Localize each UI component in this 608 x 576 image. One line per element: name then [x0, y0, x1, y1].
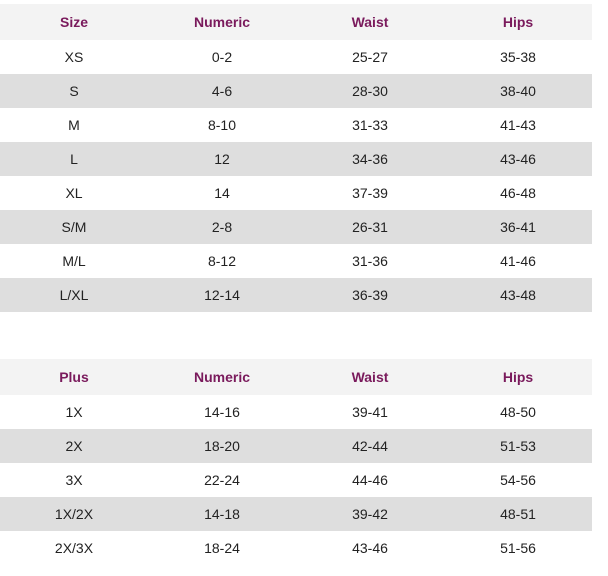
table-cell: L	[70, 151, 78, 167]
table-cell: XL	[65, 185, 83, 201]
table-cell: 2-8	[211, 219, 233, 235]
table-cell: 44-46	[352, 472, 388, 488]
header-row: Size Numeric Waist Hips	[0, 4, 592, 40]
table-cell: 48-50	[500, 404, 536, 420]
table-cell: M/L	[62, 253, 86, 269]
table-cell: 1X/2X	[54, 506, 94, 522]
table-cell: 26-31	[352, 219, 388, 235]
table-cell: 3X	[65, 472, 83, 488]
table-row: L/XL 12-14 36-39 43-48	[0, 278, 592, 312]
size-table: Size Numeric Waist Hips XS 0-2 25-27 35-38 S 4-6 2…	[0, 4, 592, 312]
table-cell: 54-56	[500, 472, 536, 488]
table-cell: 12	[214, 151, 230, 167]
table-cell: 22-24	[204, 472, 240, 488]
table-row: 3X 22-24 44-46 54-56	[0, 463, 592, 497]
table-cell: L/XL	[59, 287, 89, 303]
table-cell: 2X/3X	[54, 540, 94, 556]
table-cell: 18-20	[204, 438, 240, 454]
table-cell: 48-51	[500, 506, 536, 522]
table-row: 1X/2X 14-18 39-42 48-51	[0, 497, 592, 531]
header-cell: Numeric	[193, 369, 251, 385]
header-cell: Hips	[502, 369, 534, 385]
table-row: 2X 18-20 42-44 51-53	[0, 429, 592, 463]
table-row: XS 0-2 25-27 35-38	[0, 40, 592, 74]
table-cell: 36-39	[352, 287, 388, 303]
header-row: Plus Numeric Waist Hips	[0, 359, 592, 395]
table-cell: 31-36	[352, 253, 388, 269]
table-cell: 51-56	[500, 540, 536, 556]
header-cell: Numeric	[193, 14, 251, 30]
header-cell: Size	[59, 14, 88, 30]
table-cell: 0-2	[211, 49, 233, 65]
plus-size-table: Plus Numeric Waist Hips 1X 14-16 39-41 48-50 2X 1…	[0, 359, 592, 565]
table-cell: S	[69, 83, 79, 99]
table-cell: 8-10	[207, 117, 237, 133]
header-cell: Waist	[351, 14, 389, 30]
table-cell: 39-42	[352, 506, 388, 522]
table-cell: 39-41	[352, 404, 388, 420]
table-cell: 51-53	[500, 438, 536, 454]
table-cell: 43-46	[500, 151, 536, 167]
table-cell: 4-6	[211, 83, 233, 99]
table-cell: 14	[214, 185, 230, 201]
table-cell: 34-36	[352, 151, 388, 167]
header-cell: Waist	[351, 369, 389, 385]
table-cell: 36-41	[500, 219, 536, 235]
table-cell: 46-48	[500, 185, 536, 201]
table-cell: 14-16	[204, 404, 240, 420]
table-cell: 12-14	[204, 287, 240, 303]
table-cell: 43-48	[500, 287, 536, 303]
table-row: S 4-6 28-30 38-40	[0, 74, 592, 108]
table-cell: 31-33	[352, 117, 388, 133]
table-cell: 2X	[65, 438, 83, 454]
table-row: S/M 2-8 26-31 36-41	[0, 210, 592, 244]
header-cell: Plus	[59, 369, 89, 385]
header-cell: Hips	[502, 14, 534, 30]
table-cell: 14-18	[204, 506, 240, 522]
table-row: XL 14 37-39 46-48	[0, 176, 592, 210]
table-cell: 41-46	[500, 253, 536, 269]
table-row: M 8-10 31-33 41-43	[0, 108, 592, 142]
table-row: 2X/3X 18-24 43-46 51-56	[0, 531, 592, 565]
table-cell: S/M	[61, 219, 87, 235]
table-cell: 43-46	[352, 540, 388, 556]
table-cell: 37-39	[352, 185, 388, 201]
table-cell: 1X	[65, 404, 83, 420]
table-cell: 18-24	[204, 540, 240, 556]
table-cell: M	[68, 117, 80, 133]
table-cell: 28-30	[352, 83, 388, 99]
table-row: M/L 8-12 31-36 41-46	[0, 244, 592, 278]
table-row: L 12 34-36 43-46	[0, 142, 592, 176]
table-cell: 8-12	[207, 253, 237, 269]
table-cell: 42-44	[352, 438, 388, 454]
table-cell: 25-27	[352, 49, 388, 65]
table-cell: 41-43	[500, 117, 536, 133]
table-row: 1X 14-16 39-41 48-50	[0, 395, 592, 429]
table-cell: XS	[64, 49, 84, 65]
table-cell: 38-40	[500, 83, 536, 99]
table-cell: 35-38	[500, 49, 536, 65]
